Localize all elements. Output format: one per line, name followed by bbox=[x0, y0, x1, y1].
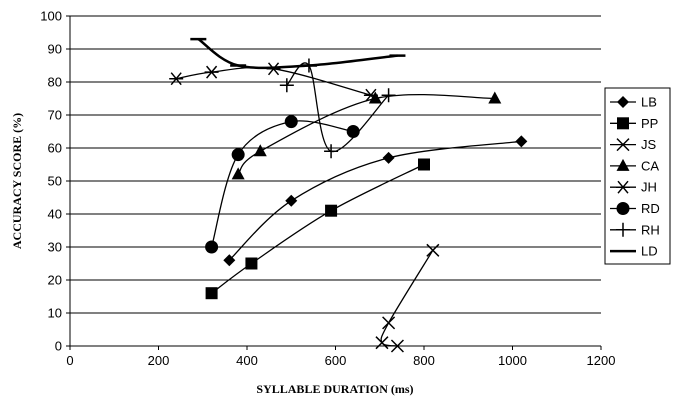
x-tick-label: 0 bbox=[66, 353, 73, 368]
legend-label: LD bbox=[641, 244, 658, 259]
legend-marker bbox=[617, 117, 629, 130]
data-point-ca bbox=[488, 91, 502, 104]
x-tick-label: 600 bbox=[325, 353, 347, 368]
gridlines bbox=[70, 15, 601, 314]
data-point-lb bbox=[515, 135, 528, 148]
series-line-js bbox=[380, 249, 434, 347]
legend-item-ld: LD bbox=[610, 244, 658, 259]
data-point-rd bbox=[284, 115, 298, 129]
series-ld bbox=[190, 37, 406, 70]
series-js bbox=[375, 243, 440, 353]
y-axis-title: ACCURACY SCORE (%) bbox=[10, 113, 24, 249]
data-point-ca bbox=[368, 91, 382, 104]
data-point-pp bbox=[245, 257, 258, 270]
x-tick-label: 200 bbox=[148, 353, 170, 368]
y-tick-label: 100 bbox=[40, 9, 62, 24]
data-point-rd bbox=[205, 240, 219, 254]
series-layer bbox=[169, 37, 528, 353]
data-point-rh bbox=[381, 88, 396, 103]
x-tick-label: 1200 bbox=[587, 353, 616, 368]
legend-label: LB bbox=[641, 95, 657, 110]
series-lb bbox=[223, 135, 528, 267]
series-ca bbox=[231, 91, 502, 180]
legend-label: CA bbox=[641, 158, 659, 173]
y-tick-label: 30 bbox=[48, 240, 62, 255]
data-point-pp bbox=[418, 158, 430, 171]
x-tick-label: 1000 bbox=[498, 353, 527, 368]
data-point-rd bbox=[231, 148, 245, 162]
series-line-rh bbox=[286, 62, 390, 152]
data-point-jh bbox=[204, 65, 219, 79]
legend-label: JH bbox=[641, 180, 657, 195]
series-line-rd bbox=[210, 120, 354, 248]
legend-marker bbox=[616, 158, 630, 171]
legend-label: JS bbox=[641, 137, 657, 152]
x-axis-title: SYLLABLE DURATION (ms) bbox=[256, 382, 413, 396]
series-pp bbox=[205, 158, 430, 300]
legend-marker bbox=[616, 202, 630, 215]
legend: LB PP JS CA JH RD RH LD bbox=[604, 87, 671, 265]
legend-item-rh: RH bbox=[610, 222, 660, 237]
legend-label: RD bbox=[641, 201, 660, 216]
y-tick-label: 40 bbox=[48, 207, 62, 222]
legend-label: PP bbox=[641, 116, 658, 131]
series-line-ca bbox=[237, 93, 495, 175]
series-line-pp bbox=[211, 163, 425, 294]
legend-marker bbox=[616, 180, 630, 194]
data-point-lb bbox=[285, 194, 298, 207]
y-tick-label: 50 bbox=[48, 174, 62, 189]
data-point-js bbox=[375, 336, 389, 350]
legend-item-jh: JH bbox=[610, 180, 657, 195]
data-point-pp bbox=[325, 204, 338, 217]
y-tick-label: 10 bbox=[48, 306, 62, 321]
y-tick-label: 0 bbox=[55, 339, 62, 354]
data-point-jh bbox=[363, 88, 378, 102]
legend-item-pp: PP bbox=[610, 116, 658, 131]
data-point-jh bbox=[169, 72, 184, 86]
data-point-pp bbox=[205, 287, 218, 300]
y-tick-label: 20 bbox=[48, 273, 62, 288]
data-point-js bbox=[426, 243, 440, 257]
data-point-lb bbox=[223, 254, 236, 267]
series-line-ld bbox=[197, 38, 398, 70]
legend-box bbox=[604, 87, 671, 265]
y-tick-label: 70 bbox=[48, 108, 62, 123]
legend-item-ca: CA bbox=[610, 158, 659, 173]
legend-marker bbox=[616, 138, 630, 152]
data-point-rh bbox=[324, 144, 339, 159]
x-tick-label: 800 bbox=[413, 353, 435, 368]
series-line-lb bbox=[228, 140, 522, 261]
legend-marker bbox=[617, 96, 629, 108]
data-point-js bbox=[390, 339, 404, 353]
x-tick-label: 400 bbox=[236, 353, 258, 368]
legend-marker bbox=[616, 222, 630, 237]
data-point-rd bbox=[346, 125, 360, 138]
data-point-ca bbox=[231, 167, 245, 180]
y-tick-label: 90 bbox=[48, 42, 62, 57]
series-rd bbox=[205, 115, 360, 254]
legend-item-rd: RD bbox=[610, 201, 660, 216]
legend-label: RH bbox=[641, 222, 660, 237]
data-point-rh bbox=[279, 78, 294, 93]
legend-item-lb: LB bbox=[610, 95, 657, 110]
y-tick-label: 60 bbox=[48, 141, 62, 156]
legend-item-js: JS bbox=[610, 137, 657, 152]
data-point-js bbox=[382, 316, 396, 330]
data-point-lb bbox=[382, 151, 395, 164]
data-point-ca bbox=[253, 144, 267, 157]
y-tick-label: 80 bbox=[48, 75, 62, 90]
